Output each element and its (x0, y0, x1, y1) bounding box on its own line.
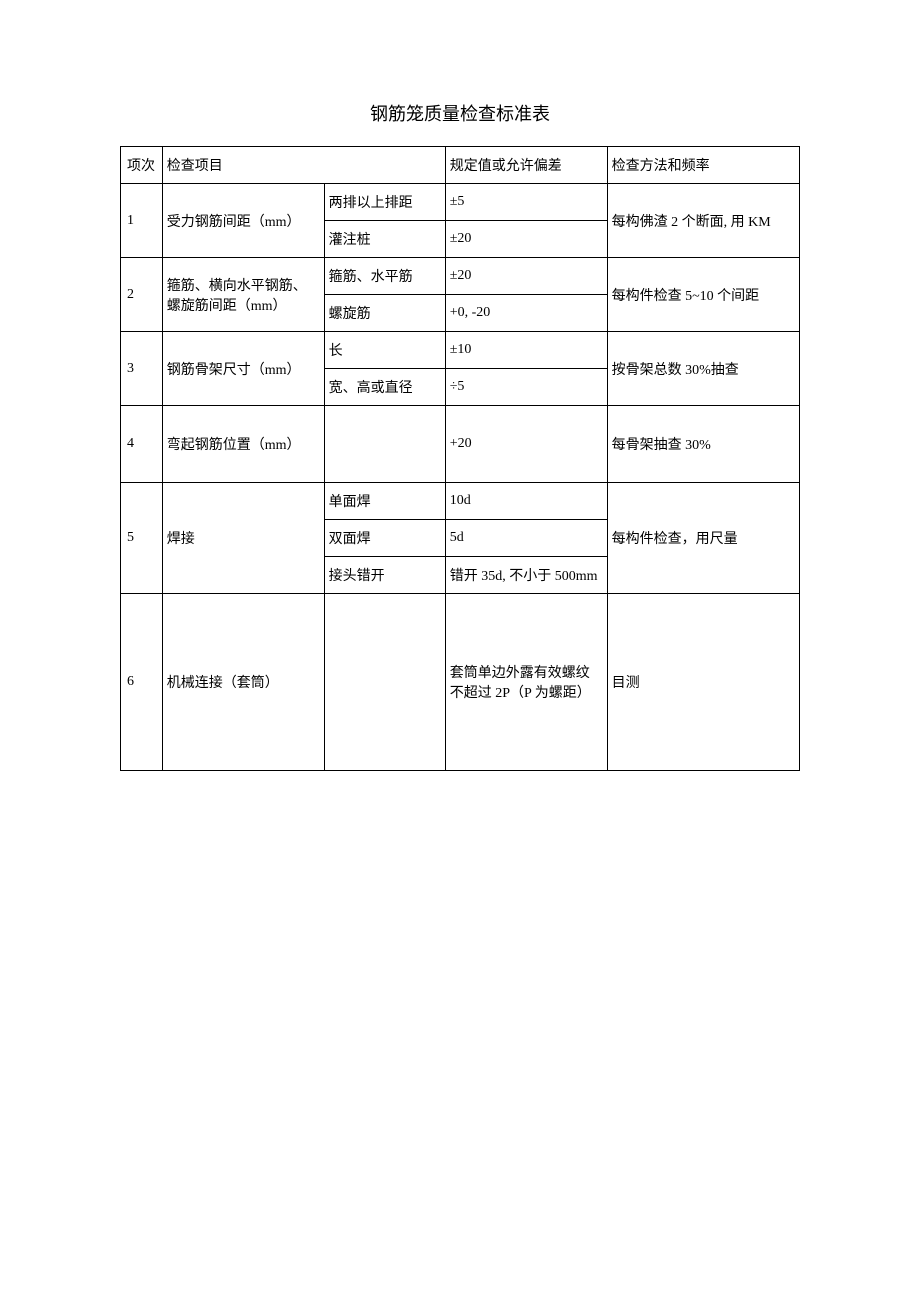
cell-idx: 5 (121, 483, 163, 594)
cell-method: 每构件检查 5~10 个间距 (607, 258, 799, 332)
cell-value: +20 (445, 406, 607, 483)
cell-item: 焊接 (162, 483, 324, 594)
cell-sub: 螺旋筋 (324, 295, 445, 332)
standards-table: 项次 检查项目 规定值或允许偏差 检查方法和频率 1 受力钢筋间距（mm） 两排… (120, 146, 800, 771)
cell-item: 钢筋骨架尺寸（mm） (162, 332, 324, 406)
cell-value: ±5 (445, 184, 607, 221)
table-row: 5 焊接 单面焊 10d 每构件检查，用尺量 (121, 483, 800, 520)
cell-value: +0, -20 (445, 295, 607, 332)
table-header-row: 项次 检查项目 规定值或允许偏差 检查方法和频率 (121, 147, 800, 184)
cell-method: 每构佛渣 2 个断面, 用 KM (607, 184, 799, 258)
table-row: 1 受力钢筋间距（mm） 两排以上排距 ±5 每构佛渣 2 个断面, 用 KM (121, 184, 800, 221)
header-item: 检查项目 (162, 147, 445, 184)
page-title: 钢筋笼质量检查标准表 (120, 100, 800, 126)
cell-method: 每骨架抽查 30% (607, 406, 799, 483)
cell-value: ±20 (445, 221, 607, 258)
header-value: 规定值或允许偏差 (445, 147, 607, 184)
table-row: 4 弯起钢筋位置（mm） +20 每骨架抽查 30% (121, 406, 800, 483)
cell-method: 每构件检查，用尺量 (607, 483, 799, 594)
cell-sub: 宽、高或直径 (324, 369, 445, 406)
cell-sub: 接头错开 (324, 557, 445, 594)
cell-item: 弯起钢筋位置（mm） (162, 406, 324, 483)
cell-sub: 灌注桩 (324, 221, 445, 258)
cell-item: 机械连接（套筒） (162, 594, 324, 771)
cell-idx: 2 (121, 258, 163, 332)
cell-sub: 箍筋、水平筋 (324, 258, 445, 295)
cell-method: 目测 (607, 594, 799, 771)
header-method: 检查方法和频率 (607, 147, 799, 184)
cell-idx: 4 (121, 406, 163, 483)
cell-value: 套筒单边外露有效螺纹不超过 2P（P 为螺距） (445, 594, 607, 771)
cell-method: 按骨架总数 30%抽查 (607, 332, 799, 406)
cell-value: 5d (445, 520, 607, 557)
cell-sub: 单面焊 (324, 483, 445, 520)
table-row: 2 箍筋、横向水平钢筋、螺旋筋间距（mm） 箍筋、水平筋 ±20 每构件检查 5… (121, 258, 800, 295)
cell-value: ±20 (445, 258, 607, 295)
table-row: 3 钢筋骨架尺寸（mm） 长 ±10 按骨架总数 30%抽查 (121, 332, 800, 369)
cell-sub (324, 594, 445, 771)
cell-value: ±10 (445, 332, 607, 369)
cell-value: 错开 35d, 不小于 500mm (445, 557, 607, 594)
cell-sub (324, 406, 445, 483)
cell-idx: 3 (121, 332, 163, 406)
cell-sub: 长 (324, 332, 445, 369)
cell-value: 10d (445, 483, 607, 520)
cell-sub: 双面焊 (324, 520, 445, 557)
cell-item: 受力钢筋间距（mm） (162, 184, 324, 258)
table-row: 6 机械连接（套筒） 套筒单边外露有效螺纹不超过 2P（P 为螺距） 目测 (121, 594, 800, 771)
cell-value: ÷5 (445, 369, 607, 406)
cell-idx: 1 (121, 184, 163, 258)
cell-idx: 6 (121, 594, 163, 771)
cell-item: 箍筋、横向水平钢筋、螺旋筋间距（mm） (162, 258, 324, 332)
cell-sub: 两排以上排距 (324, 184, 445, 221)
header-idx: 项次 (121, 147, 163, 184)
